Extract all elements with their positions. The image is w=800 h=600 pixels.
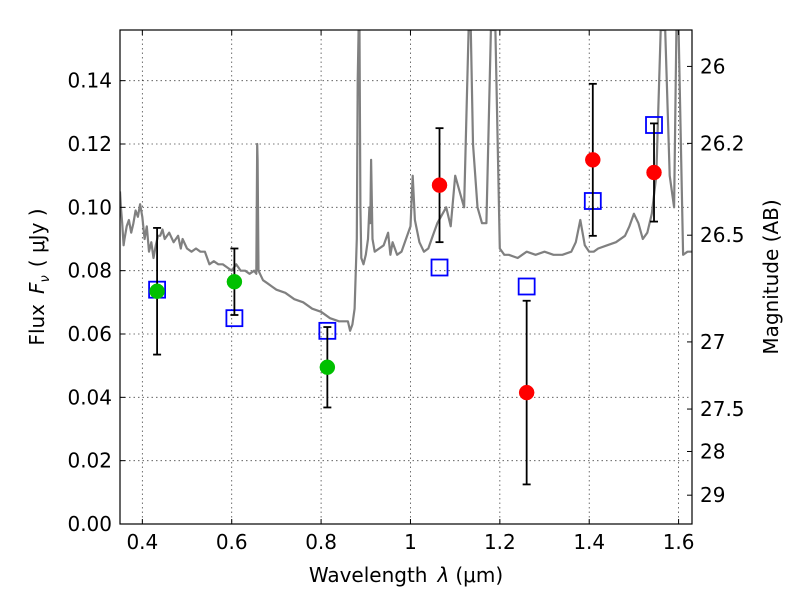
model-photometry-square (517, 277, 536, 296)
x-tick-label: 0.6 (216, 530, 248, 554)
y-tick-label: 0.02 (67, 449, 112, 473)
magnitude-tick-label: 26.5 (700, 223, 745, 247)
data-points-layer (148, 82, 663, 486)
sed-model-curve (120, 30, 692, 332)
y-tick-label: 0.08 (67, 259, 112, 283)
magnitude-tick-label: 26 (700, 54, 725, 78)
magnitude-tick-label: 29 (700, 483, 725, 507)
observed-flux-point (319, 359, 336, 375)
x-tick-label: 1.6 (663, 530, 695, 554)
x-tick-label: 0.4 (126, 530, 158, 554)
y-tick-label: 0.12 (67, 132, 112, 156)
magnitude-tick-label: 28 (700, 439, 725, 463)
y-tick-label: 0.06 (67, 322, 112, 346)
observed-flux-point (646, 164, 662, 181)
magnitude-tick-label: 26.2 (700, 131, 745, 155)
y-tick-label: 0.04 (67, 385, 112, 409)
model-photometry-square (430, 258, 449, 277)
sed-model-layer (120, 30, 692, 332)
y-tick-label: 0.00 (67, 512, 112, 536)
x-tick-label: 0.8 (305, 530, 337, 554)
x-axis-label: Wavelength λ (μm) (309, 563, 503, 587)
observed-flux-point (431, 177, 448, 193)
x-tick-label: 1.2 (484, 530, 516, 554)
observed-flux-point (585, 152, 601, 168)
magnitude-tick-label: 27.5 (700, 397, 745, 421)
axis-ticks: 0.4 0.6 0.8 1 1.2 1.4 1.6 0.00 0.02 0.04 0.06 0.08 0… (67, 30, 745, 554)
right-axis-label: Magnitude (AB) (759, 199, 783, 354)
magnitude-tick-label: 27 (700, 330, 725, 354)
observed-flux-point (149, 283, 165, 299)
observed-flux-point (518, 384, 535, 401)
y-axis-label: FluxFν( μJy ) (25, 208, 53, 345)
y-tick-label: 0.10 (67, 195, 112, 219)
plot-frame (119, 29, 693, 525)
observed-flux-point (226, 274, 243, 290)
x-tick-label: 1.4 (573, 530, 605, 554)
y-tick-label: 0.14 (67, 69, 112, 93)
x-tick-label: 1 (404, 530, 417, 554)
